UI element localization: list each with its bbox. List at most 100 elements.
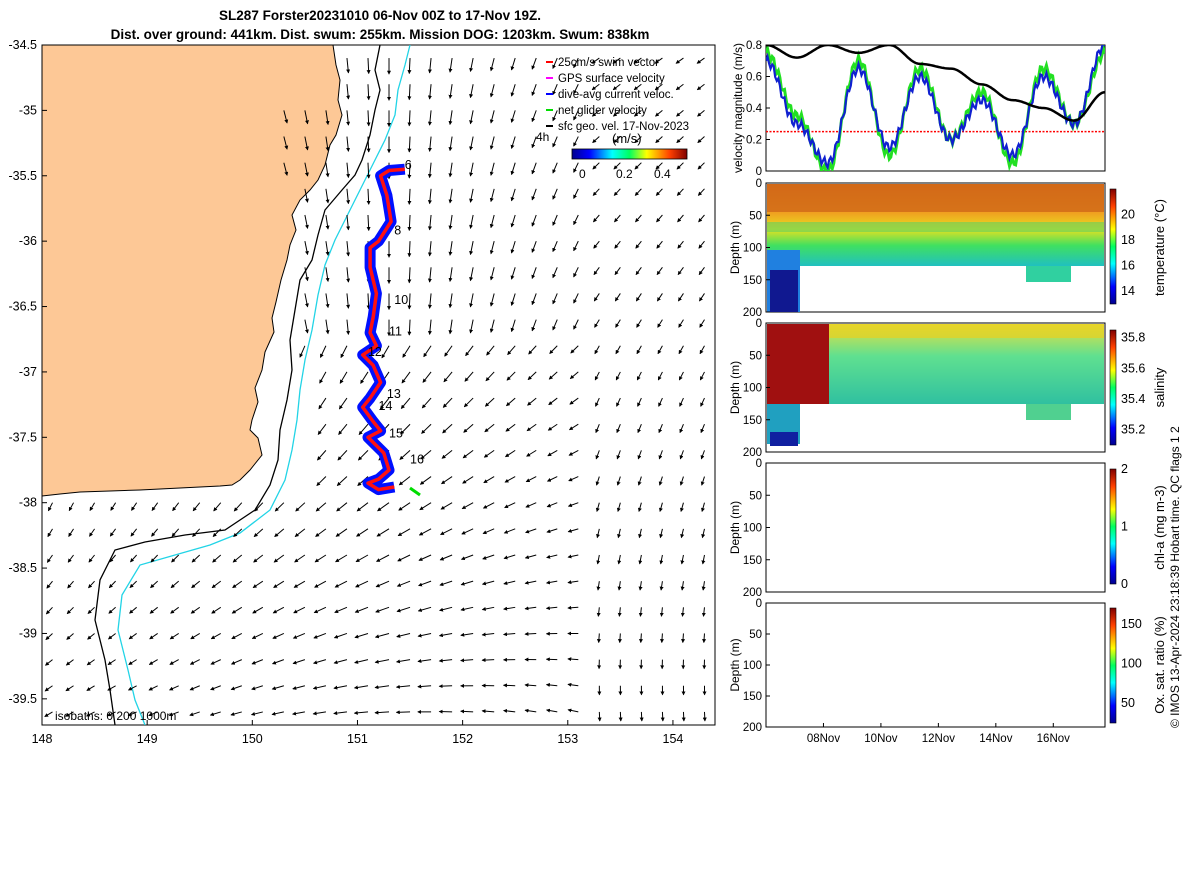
depth-tick-label: 150 bbox=[743, 275, 762, 287]
colorbar-tick-2: 0.4 bbox=[654, 167, 671, 181]
chart-title-line-1: SL287 Forster20231010 06-Nov 00Z to 17-N… bbox=[0, 8, 760, 23]
chla-axes-box bbox=[766, 463, 1105, 592]
colorbar-axis-label: Ox. sat. ratio (%) bbox=[1152, 616, 1167, 714]
salinity-low-core bbox=[770, 432, 798, 446]
depth-tick-label: 0 bbox=[756, 318, 762, 330]
chla-colorbar bbox=[1110, 469, 1116, 584]
oxygen-axes-box bbox=[766, 603, 1105, 727]
velocity-ylabel: velocity magnitude (m/s) bbox=[731, 43, 745, 173]
salinity-deep-patch bbox=[1026, 404, 1071, 420]
colorbar-tick-label: 16 bbox=[1121, 259, 1135, 273]
colorbar-tick-label: 150 bbox=[1121, 617, 1142, 631]
depth-tick-label: 100 bbox=[743, 523, 762, 535]
day-label: 16 bbox=[410, 452, 424, 466]
lon-tick-label: 148 bbox=[32, 732, 53, 746]
colorbar-tick-label: 100 bbox=[1121, 657, 1142, 671]
lon-tick-label: 153 bbox=[557, 732, 578, 746]
depth-tick-label: 0 bbox=[756, 178, 762, 190]
colorbar-axis-label: chl-a (mg m-3) bbox=[1152, 485, 1167, 570]
salinity-high-core bbox=[767, 324, 829, 404]
time-tick-label: 10Nov bbox=[864, 733, 897, 745]
lat-tick-label: -34.5 bbox=[9, 40, 38, 52]
lat-tick-label: -38 bbox=[19, 496, 37, 510]
colorbar-tick-label: 18 bbox=[1121, 233, 1135, 247]
legend-net: net glider velocity bbox=[558, 105, 647, 117]
lat-tick-label: -39.5 bbox=[9, 692, 38, 706]
lon-tick-label: 152 bbox=[452, 732, 473, 746]
day-label: 11 bbox=[389, 324, 402, 338]
temperature-surface-layer bbox=[767, 184, 1104, 212]
lat-tick-label: -35 bbox=[19, 103, 37, 117]
day-label: 15 bbox=[389, 426, 403, 440]
velocity-arrow bbox=[704, 633, 705, 642]
vel-ytick-label: 0.8 bbox=[746, 40, 762, 52]
velocity-arrow bbox=[599, 633, 600, 642]
velocity-arrow bbox=[662, 633, 663, 642]
salinity-colorbar bbox=[1110, 330, 1116, 445]
oxygen-colorbar bbox=[1110, 608, 1116, 723]
legend-swim: 25cm/s swim vector bbox=[558, 57, 659, 69]
lat-tick-label: -36 bbox=[19, 234, 37, 248]
velocity-panel: velocity magnitude (m/s) 00.20.40.60.8 bbox=[728, 38, 1168, 183]
lat-tick-label: -39 bbox=[19, 626, 37, 640]
colorbar-tick-label: 1 bbox=[1121, 520, 1128, 534]
map-colorbar bbox=[572, 149, 687, 159]
isobaths-label: isobaths: 0 200 1000m bbox=[55, 709, 176, 723]
colorbar-tick-0: 0 bbox=[579, 167, 586, 181]
velocity-arrow bbox=[482, 660, 494, 661]
vel-ytick-label: 0.2 bbox=[746, 135, 762, 147]
depth-tick-label: 50 bbox=[749, 490, 762, 502]
depth-tick-label: 0 bbox=[756, 598, 762, 610]
depth-tick-label: 100 bbox=[743, 243, 762, 255]
lat-tick-label: -38.5 bbox=[9, 561, 38, 575]
vel-ytick-label: 0.6 bbox=[746, 72, 762, 84]
velocity-arrow bbox=[504, 685, 516, 686]
depth-axis-label: Depth (m) bbox=[728, 221, 742, 274]
depth-axis-label: Depth (m) bbox=[728, 361, 742, 414]
lon-tick-label: 149 bbox=[137, 732, 158, 746]
velocity-arrow bbox=[683, 633, 684, 642]
legend-dive-avg: dive-avg current veloc. bbox=[558, 89, 674, 101]
lat-tick-label: -36.5 bbox=[9, 300, 38, 314]
vel-ytick-label: 0.4 bbox=[746, 103, 763, 115]
colorbar-tick-label: 35.2 bbox=[1121, 423, 1145, 437]
time-tick-label: 16Nov bbox=[1037, 733, 1070, 745]
colorbar-axis-label: temperature (°C) bbox=[1152, 199, 1167, 296]
colorbar-label: (m/s) bbox=[612, 131, 642, 146]
velocity-arrow bbox=[525, 633, 536, 634]
lon-tick-label: 154 bbox=[663, 732, 684, 746]
time-tick-label: 14Nov bbox=[979, 733, 1012, 745]
colorbar-tick-label: 35.4 bbox=[1121, 392, 1145, 406]
day-label: 8 bbox=[394, 224, 401, 238]
depth-tick-label: 0 bbox=[756, 458, 762, 470]
lat-tick-label: -37.5 bbox=[9, 430, 38, 444]
colorbar-tick-label: 35.8 bbox=[1121, 331, 1145, 345]
lat-tick-label: -37 bbox=[19, 365, 37, 379]
colorbar-axis-label: salinity bbox=[1152, 367, 1167, 407]
depth-tick-label: 200 bbox=[743, 722, 762, 734]
temperature-section bbox=[766, 183, 1105, 312]
time-tick-label: 08Nov bbox=[807, 733, 840, 745]
day-label: 10 bbox=[394, 293, 408, 307]
depth-tick-label: 100 bbox=[743, 660, 762, 672]
temperature-colorbar bbox=[1110, 189, 1116, 304]
velocity-arrow bbox=[620, 633, 621, 642]
credit-text: © IMOS 13-Apr-2024 23:18:39 Hobart time.… bbox=[1168, 426, 1182, 728]
colorbar-tick-label: 50 bbox=[1121, 696, 1135, 710]
lat-tick-label: -35.5 bbox=[9, 169, 38, 183]
depth-tick-label: 150 bbox=[743, 415, 762, 427]
depth-tick-label: 150 bbox=[743, 555, 762, 567]
depth-tick-label: 100 bbox=[743, 383, 762, 395]
legend-gps: GPS surface velocity bbox=[558, 73, 665, 85]
depth-tick-label: 50 bbox=[749, 350, 762, 362]
colorbar-tick-label: 2 bbox=[1121, 462, 1128, 476]
temperature-thermocline bbox=[767, 222, 1104, 232]
day-label: 6 bbox=[405, 158, 412, 172]
colorbar-tick-label: 14 bbox=[1121, 284, 1135, 298]
depth-axis-label: Depth (m) bbox=[728, 501, 742, 554]
salinity-section bbox=[766, 323, 1105, 452]
colorbar-tick-label: 35.6 bbox=[1121, 361, 1145, 375]
velocity-arrow bbox=[439, 686, 452, 687]
colorbar-tick-1: 0.2 bbox=[616, 167, 633, 181]
